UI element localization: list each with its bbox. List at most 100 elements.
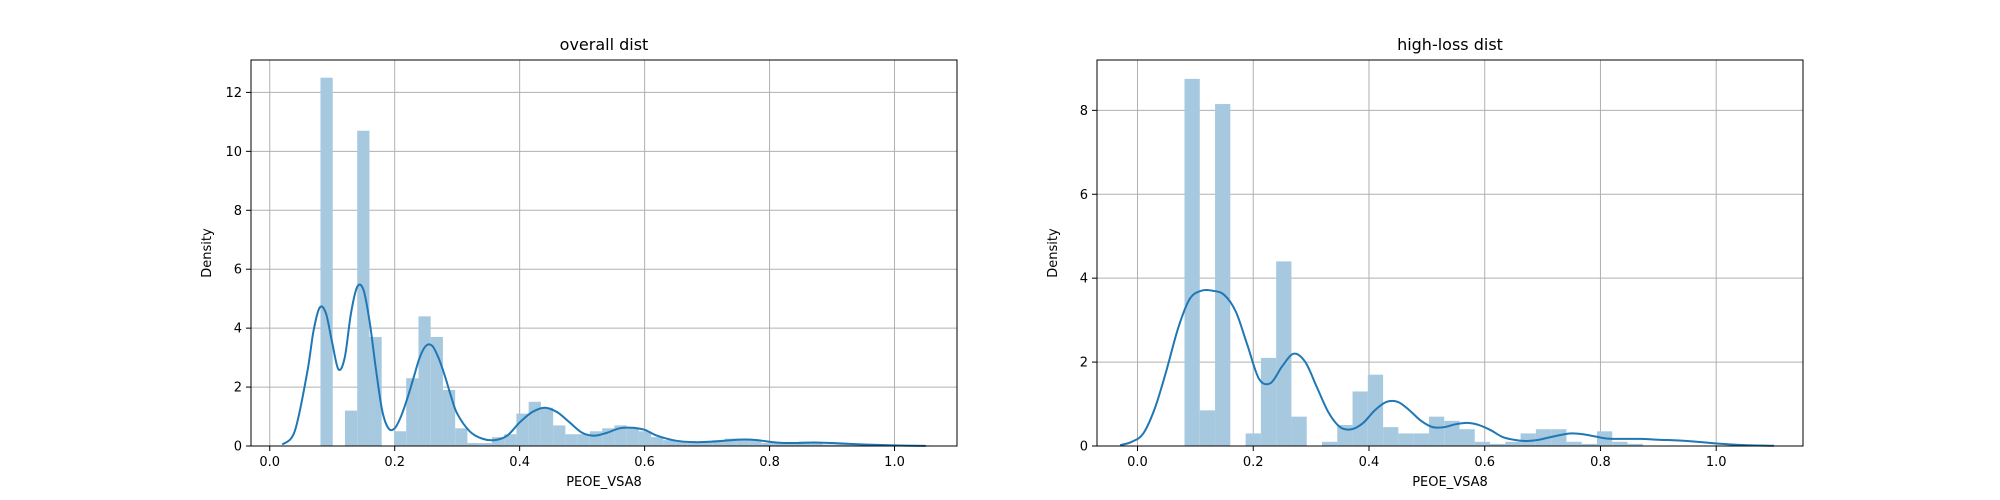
histogram-bar [1245,433,1261,446]
axes-frame [1096,59,1804,447]
y-axis-label: Density [200,228,215,278]
histogram-bar [749,440,762,446]
histogram-bar [810,443,823,446]
histogram-bar [344,410,358,446]
histogram-bar [1566,441,1582,446]
histogram-bar [1474,441,1491,446]
histogram-bar [1612,441,1628,446]
histogram-bar [626,428,639,446]
histogram-bar [393,431,407,446]
y-ticks: 0 2 4 6 8 10 12 [225,86,251,455]
histogram-bar [1215,104,1231,446]
histogram-bar [834,444,848,446]
y-tick-label: 10 [225,145,242,160]
histogram-bar [675,441,688,446]
histogram-bar [847,444,860,446]
x-tick-label: 0.2 [384,455,405,470]
x-tick-label: 0.6 [634,455,655,470]
histogram-bars [1184,78,1643,446]
x-tick-label: 0.8 [759,455,780,470]
x-tick-label: 0.0 [259,455,280,470]
panel-overall-dist: 0.0 0.2 0.4 0.6 0.8 1.0 0 2 4 6 8 10 12 overall dis… [200,35,958,490]
histogram-bar [638,431,652,446]
histogram-bar [614,425,627,446]
x-ticks: 0.0 0.2 0.4 0.6 0.8 1.0 [1127,446,1727,470]
histogram-bar [430,336,443,446]
histogram-bar [577,434,590,446]
histogram-bar [1398,433,1414,446]
histogram-bar [700,441,713,446]
y-tick-label: 4 [1080,272,1088,287]
histogram-bar [320,77,333,447]
x-axis-label: PEOE_VSA8 [566,475,642,490]
y-tick-label: 2 [1080,356,1088,371]
histogram-bar [773,443,786,446]
histogram-bar [798,441,811,446]
histogram-bar [418,316,431,446]
histogram-bar [761,443,774,446]
y-ticks: 0 2 4 6 8 [1080,104,1097,455]
histogram-bar [406,378,419,446]
histogram-bar [589,431,603,446]
histogram-bar [724,438,737,446]
histogram-bar [479,443,492,446]
y-tick-label: 6 [234,263,242,278]
histogram-bar [491,437,505,446]
x-ticks: 0.0 0.2 0.4 0.6 0.8 1.0 [259,446,905,470]
histogram-bar [442,390,456,446]
histogram-bar [1551,429,1567,446]
y-tick-label: 4 [234,322,242,337]
histogram-bar [1276,261,1292,446]
x-tick-label: 0.4 [509,455,530,470]
chart-title: high-loss dist [1397,35,1503,54]
histogram-bar [1321,441,1338,446]
histogram-bar [1383,427,1399,446]
y-tick-label: 0 [1080,440,1088,455]
x-tick-label: 0.8 [1590,455,1611,470]
y-tick-label: 12 [225,86,242,101]
y-tick-label: 8 [1080,104,1088,119]
x-tick-label: 1.0 [1706,455,1727,470]
histogram-bar [1352,391,1368,446]
histogram-bar [369,336,382,446]
x-tick-label: 0.2 [1243,455,1264,470]
x-tick-label: 0.0 [1127,455,1148,470]
histogram-bar [565,434,578,446]
histogram-bar [553,425,566,446]
histogram-bar [1505,441,1521,446]
axes-frame [250,59,958,447]
x-tick-label: 0.6 [1474,455,1495,470]
histogram-bar [1627,443,1643,446]
x-tick-label: 1.0 [884,455,905,470]
x-axis-label: PEOE_VSA8 [1412,475,1488,490]
chart-title: overall dist [560,35,649,54]
histogram-bar [455,428,468,446]
histogram-bar [1199,410,1216,446]
histogram-bar [1520,433,1536,446]
y-axis-label: Density [1046,228,1061,278]
kde-curve [1119,288,1775,447]
histogram-bar [467,443,480,446]
histogram-bar [1581,443,1597,446]
kde-curve [281,283,926,447]
histogram-bar [1184,78,1200,446]
histogram-bar [651,437,664,446]
x-tick-label: 0.4 [1359,455,1380,470]
histogram-bar [504,434,517,446]
histogram-bar [1260,357,1277,446]
histogram-bar [1337,425,1353,446]
histogram-bar [663,440,676,446]
y-tick-label: 2 [234,381,242,396]
histogram-bar [785,443,799,446]
histogram-bar [1428,416,1445,446]
y-tick-label: 0 [234,440,242,455]
histogram-bar [1291,416,1307,446]
histogram-bar [1413,433,1429,446]
histogram-bar [822,444,835,446]
histogram-bar [1535,429,1552,446]
histogram-bar [712,440,725,446]
y-tick-label: 8 [234,204,242,219]
